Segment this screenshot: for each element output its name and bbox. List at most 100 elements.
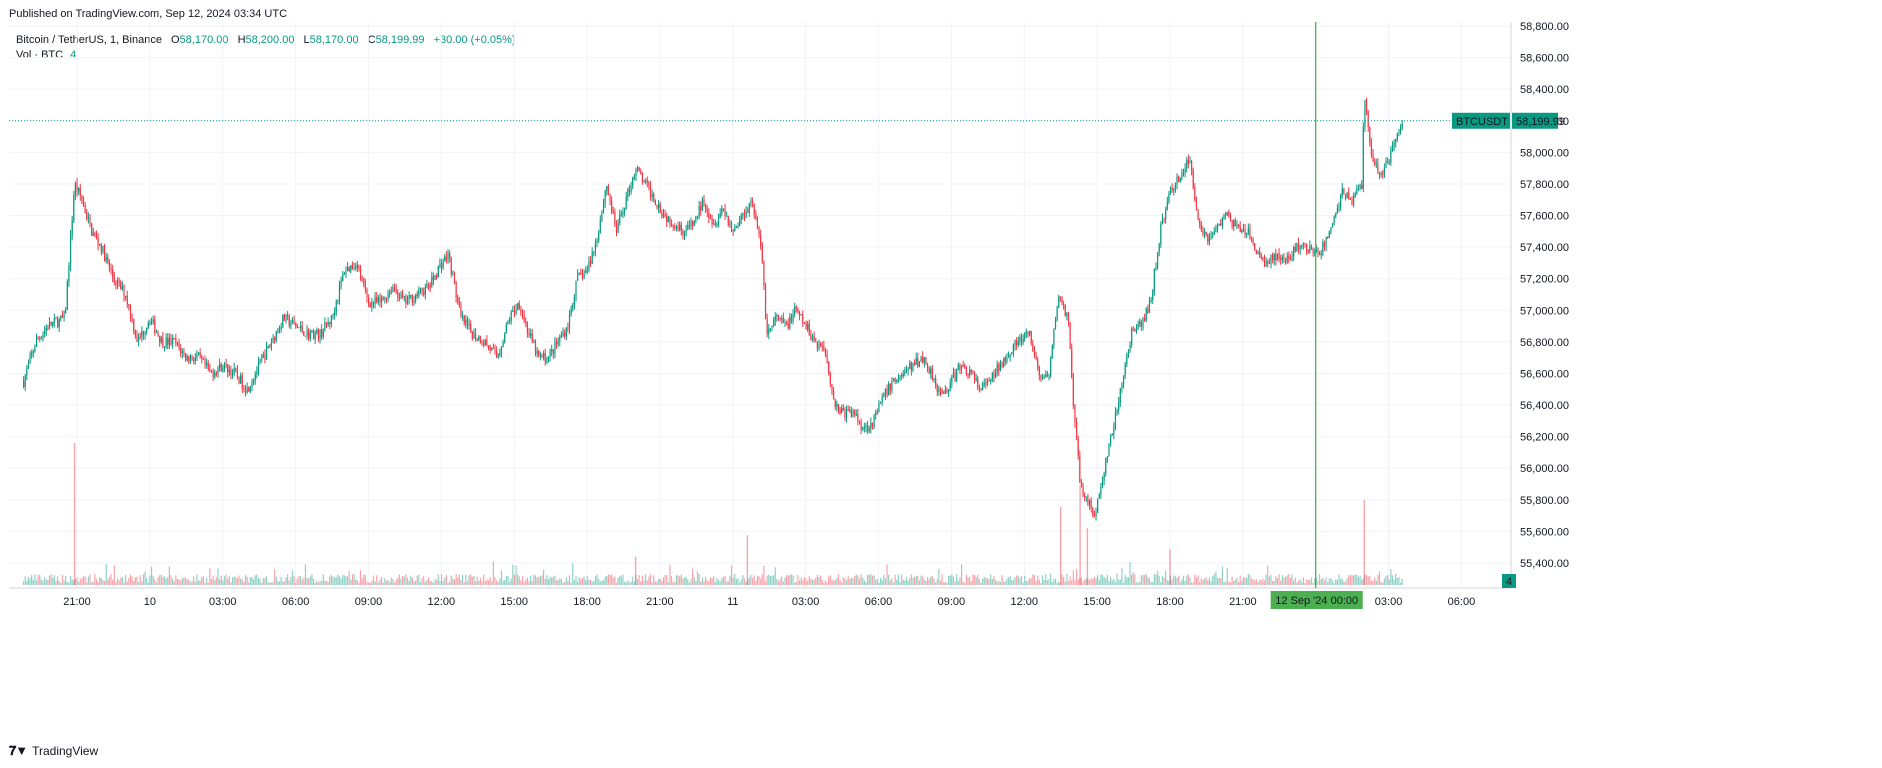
volume-bar	[662, 577, 665, 585]
candle-body	[338, 285, 341, 301]
volume-bars	[22, 443, 1403, 585]
candle-body	[633, 175, 635, 178]
candle-body	[455, 282, 457, 298]
symbol-label[interactable]: Bitcoin / TetherUS, 1, Binance	[16, 34, 162, 46]
candle-body	[845, 409, 848, 418]
candle-body	[379, 297, 381, 303]
last-price-label: 58,199.99	[1516, 116, 1565, 128]
candle-body	[376, 297, 378, 303]
volume-bar	[951, 574, 953, 585]
volume-bar	[831, 579, 833, 585]
candle-body	[288, 316, 290, 326]
volume-bar	[614, 576, 616, 585]
volume-bar	[512, 564, 514, 585]
candle-body	[677, 226, 679, 231]
volume-bar	[311, 574, 313, 585]
volume-bar	[442, 581, 444, 585]
candle-body	[1322, 242, 1324, 254]
candle-body	[928, 368, 930, 374]
candle-body	[436, 275, 438, 278]
candle-body	[32, 351, 34, 353]
candle-body	[943, 393, 945, 395]
candle-body	[1131, 328, 1133, 346]
candle-body	[719, 213, 721, 218]
volume-bar	[384, 578, 386, 585]
candle-body	[233, 368, 235, 374]
candle-body	[116, 280, 119, 286]
volume-bar	[403, 577, 405, 585]
volume-bar	[504, 579, 506, 585]
candle-body	[202, 358, 204, 360]
volume-bar	[1362, 578, 1364, 585]
volume-bar	[253, 579, 255, 585]
candle-body	[1234, 220, 1236, 227]
candle-body	[1293, 246, 1295, 257]
volume-badge	[1502, 574, 1516, 588]
volume-bar	[708, 581, 710, 585]
volume-bar	[1369, 575, 1371, 585]
candle-body	[680, 224, 682, 231]
candle-body	[1098, 495, 1100, 499]
volume-bar	[1016, 575, 1018, 585]
volume-bar	[910, 574, 912, 585]
volume-bar	[753, 575, 755, 585]
candle-body	[183, 351, 185, 354]
volume-bar	[785, 574, 788, 585]
volume-bar	[24, 576, 26, 585]
candle-body	[931, 368, 933, 380]
candle-body	[836, 403, 838, 407]
volume-bar	[1242, 577, 1245, 585]
volume-bar	[1082, 581, 1084, 585]
volume-bar	[481, 581, 483, 585]
candle-body	[729, 223, 731, 225]
volume-bar	[1320, 579, 1322, 585]
candle-body	[103, 245, 106, 262]
candle-body	[658, 204, 660, 208]
candle-body	[184, 353, 187, 360]
candle-body	[706, 209, 708, 213]
volume-bar	[335, 577, 337, 585]
volume-bar	[1017, 575, 1019, 585]
candle-body	[26, 368, 28, 376]
volume-bar	[978, 578, 980, 585]
volume-bar	[991, 578, 993, 585]
volume-bar	[1087, 577, 1089, 585]
candle-body	[1288, 256, 1290, 259]
volume-bar	[807, 581, 809, 585]
candle-body	[222, 368, 224, 372]
volume-bar	[1187, 574, 1189, 585]
candle-body	[269, 345, 271, 347]
candle-body	[1210, 236, 1212, 238]
volume-bar	[677, 575, 679, 585]
volume-bar	[1396, 577, 1398, 585]
candle-body	[998, 364, 1000, 371]
candle-body	[1359, 184, 1361, 189]
volume-bar	[1041, 575, 1044, 585]
candle-body	[489, 345, 491, 351]
volume-bar	[471, 576, 473, 585]
volume-bar	[868, 574, 870, 585]
candle-body	[1200, 224, 1202, 230]
volume-bar	[432, 582, 435, 585]
candle-body	[1281, 256, 1283, 260]
volume-bar	[76, 577, 78, 585]
volume-bar	[829, 575, 831, 585]
candle-body	[602, 203, 605, 213]
volume-bar	[975, 577, 977, 585]
volume-bar	[303, 577, 305, 585]
chart-legend: Bitcoin / TetherUS, 1, Binance O58,170.0…	[16, 33, 516, 63]
low-label: L	[303, 34, 310, 46]
candle-body	[154, 319, 156, 333]
candle-body	[1225, 214, 1227, 216]
volume-bar	[970, 581, 972, 585]
candle-body	[654, 200, 656, 205]
volume-bar	[274, 568, 276, 585]
candle-body	[651, 193, 653, 198]
volume-bar	[1106, 574, 1108, 585]
candle-body	[823, 346, 825, 350]
candle-body	[580, 272, 582, 275]
candle-body	[573, 297, 575, 306]
volume-bar	[625, 582, 627, 585]
volume-bar	[118, 580, 120, 585]
